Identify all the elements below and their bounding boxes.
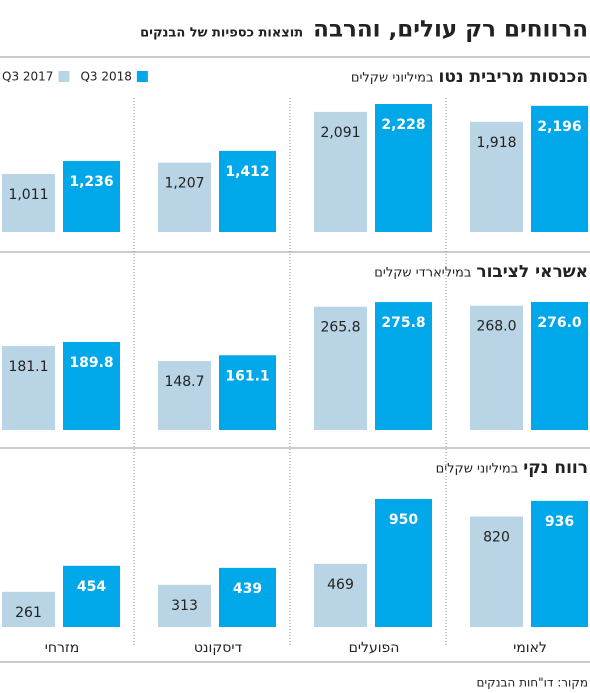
panel-unit: במיליוני שקלים [436,462,519,477]
value-label: 275.8 [381,315,425,331]
bar [2,173,55,232]
legend-swatch [58,71,70,82]
chart-title: הרווחים רק עולים, והרבה [313,17,588,43]
bar [158,162,211,232]
source: מקור: דו"חות הבנקים [477,676,588,690]
value-label: 276.0 [537,315,582,331]
value-label: 2,228 [381,117,425,133]
value-label: 1,412 [225,164,269,180]
panel-unit: במיליארדי שקלים [374,266,471,281]
value-label: 1,236 [69,174,113,190]
bar [63,341,120,430]
value-label: 469 [327,577,354,593]
bar [314,306,367,430]
bar [314,563,367,627]
bar [63,160,120,232]
bar [314,111,367,232]
bar [375,499,432,627]
value-label: 265.8 [320,320,360,336]
bar [63,565,120,627]
value-label: 454 [77,579,106,595]
value-label: 950 [389,512,418,528]
bar [158,361,211,430]
value-label: 148.7 [164,374,204,390]
panel-unit: במיליוני שקלים [351,71,434,86]
category-label: הפועלים [349,640,400,656]
bar [531,302,588,430]
bar [2,346,55,430]
panel-title: אשראי לציבור [476,262,588,282]
value-label: 313 [171,598,198,614]
legend-label: Q3 2018 [80,70,131,84]
bar [470,516,523,627]
bar [219,355,276,430]
value-label: 189.8 [69,355,113,371]
bar [375,104,432,232]
category-label: דיסקונט [194,640,243,656]
bar [2,591,55,627]
category-label: מזרחי [45,640,80,656]
bar [531,105,588,232]
bar [375,302,432,430]
legend-label: Q3 2017 [2,70,53,84]
bar [531,500,588,627]
bar [219,567,276,627]
category-label: לאומי [513,640,547,656]
value-label: 1,011 [8,187,48,203]
value-label: 2,196 [537,119,581,135]
value-label: 2,091 [320,125,360,141]
panel-title: רווח נקי [523,458,588,478]
value-label: 936 [545,514,574,530]
value-label: 1,918 [476,135,516,151]
value-label: 820 [483,530,510,546]
value-label: 1,207 [164,176,204,192]
bar [158,584,211,627]
value-label: 268.0 [476,319,516,335]
bar [219,150,276,232]
value-label: 161.1 [225,368,269,384]
value-label: 181.1 [8,359,48,375]
legend-swatch [136,71,148,82]
chart-subtitle: תוצאות כספיות של הבנקים [140,26,303,41]
value-label: 261 [15,605,42,621]
panel-title: הכנסות מריבית נטו [439,67,588,87]
value-label: 439 [233,581,262,597]
bar [470,305,523,430]
bar [470,121,523,232]
